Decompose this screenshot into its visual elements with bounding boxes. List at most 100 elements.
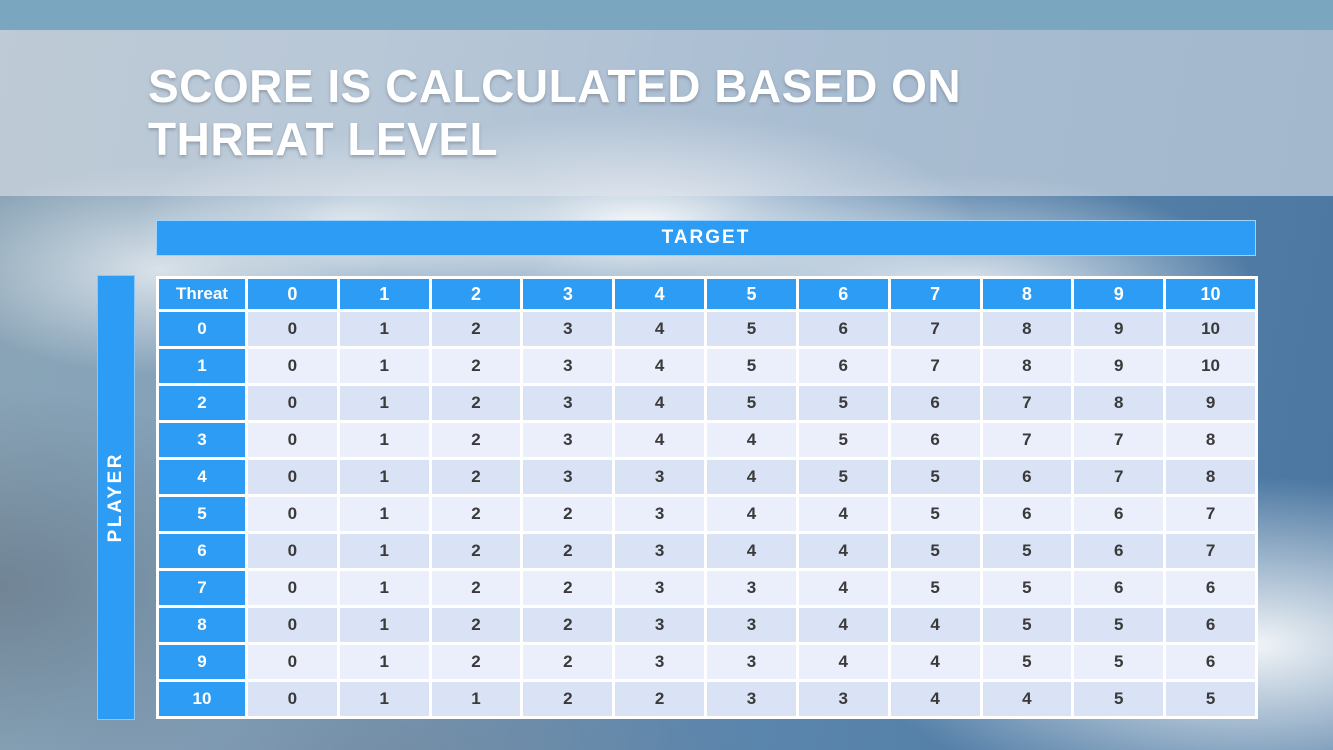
player-threat-cell: 1 xyxy=(159,349,245,383)
score-cell: 1 xyxy=(339,497,429,531)
score-cell: 9 xyxy=(1166,386,1255,420)
score-cell: 4 xyxy=(982,682,1072,716)
score-cell: 8 xyxy=(982,349,1072,383)
score-cell: 0 xyxy=(248,608,337,642)
score-cell: 2 xyxy=(431,349,521,383)
score-cell: 9 xyxy=(1074,349,1164,383)
score-cell: 2 xyxy=(431,534,521,568)
score-cell: 5 xyxy=(707,312,796,346)
score-cell: 4 xyxy=(798,497,888,531)
player-threat-cell: 4 xyxy=(159,460,245,494)
score-cell: 6 xyxy=(890,386,980,420)
score-cell: 5 xyxy=(982,645,1072,679)
score-cell: 3 xyxy=(707,682,796,716)
score-cell: 0 xyxy=(248,497,337,531)
target-column-header: 10 xyxy=(1166,279,1255,309)
score-cell: 5 xyxy=(798,460,888,494)
score-cell: 1 xyxy=(339,349,429,383)
score-cell: 4 xyxy=(615,386,705,420)
score-cell: 0 xyxy=(248,386,337,420)
score-cell: 4 xyxy=(615,349,705,383)
score-table: Threat 0 1 2 3 4 5 6 7 8 9 10 0 0 1 2 3 4 5 6 7 8 9 10 1 0 1 2 3 4 5… xyxy=(156,276,1258,719)
score-cell: 5 xyxy=(1074,608,1164,642)
score-cell: 3 xyxy=(523,312,613,346)
table-row: 10 0 1 1 2 2 3 3 4 4 5 5 xyxy=(159,682,1255,716)
score-cell: 4 xyxy=(798,571,888,605)
score-cell: 4 xyxy=(707,534,796,568)
score-cell: 4 xyxy=(798,608,888,642)
player-axis-label: PLAYER xyxy=(105,452,126,543)
score-cell: 0 xyxy=(248,349,337,383)
score-cell: 5 xyxy=(798,386,888,420)
score-cell: 1 xyxy=(431,682,521,716)
score-cell: 1 xyxy=(339,312,429,346)
score-cell: 6 xyxy=(1166,645,1255,679)
player-axis-bar: PLAYER xyxy=(97,275,135,720)
score-cell: 5 xyxy=(1074,682,1164,716)
slide-title: SCORE IS CALCULATED BASED ON THREAT LEVE… xyxy=(148,60,961,166)
score-cell: 2 xyxy=(523,608,613,642)
score-cell: 6 xyxy=(982,497,1072,531)
score-table-head: Threat 0 1 2 3 4 5 6 7 8 9 10 xyxy=(159,279,1255,309)
target-column-header: 6 xyxy=(798,279,888,309)
score-cell: 5 xyxy=(890,534,980,568)
target-column-header: 9 xyxy=(1074,279,1164,309)
score-cell: 2 xyxy=(431,386,521,420)
score-cell: 7 xyxy=(1074,460,1164,494)
score-cell: 7 xyxy=(1166,534,1255,568)
score-cell: 6 xyxy=(982,460,1072,494)
score-cell: 2 xyxy=(431,571,521,605)
score-cell: 6 xyxy=(798,312,888,346)
slide-title-line1: SCORE IS CALCULATED BASED ON xyxy=(148,60,962,112)
score-cell: 10 xyxy=(1166,312,1255,346)
score-cell: 7 xyxy=(1166,497,1255,531)
score-cell: 5 xyxy=(890,497,980,531)
score-cell: 2 xyxy=(523,645,613,679)
player-threat-cell: 5 xyxy=(159,497,245,531)
score-cell: 5 xyxy=(982,571,1072,605)
score-cell: 1 xyxy=(339,460,429,494)
score-cell: 7 xyxy=(982,386,1072,420)
score-cell: 4 xyxy=(798,645,888,679)
title-band: SCORE IS CALCULATED BASED ON THREAT LEVE… xyxy=(0,30,1333,196)
score-cell: 4 xyxy=(707,497,796,531)
score-cell: 2 xyxy=(431,312,521,346)
score-cell: 0 xyxy=(248,312,337,346)
score-cell: 5 xyxy=(798,423,888,457)
score-cell: 6 xyxy=(1166,571,1255,605)
score-cell: 3 xyxy=(615,645,705,679)
score-cell: 5 xyxy=(707,386,796,420)
score-cell: 6 xyxy=(1166,608,1255,642)
target-column-header: 5 xyxy=(707,279,796,309)
score-cell: 3 xyxy=(707,608,796,642)
score-cell: 2 xyxy=(523,682,613,716)
player-threat-cell: 0 xyxy=(159,312,245,346)
score-cell: 6 xyxy=(1074,571,1164,605)
score-cell: 1 xyxy=(339,682,429,716)
target-column-header: 7 xyxy=(890,279,980,309)
score-cell: 1 xyxy=(339,571,429,605)
score-cell: 0 xyxy=(248,645,337,679)
score-cell: 2 xyxy=(523,534,613,568)
target-column-header: 8 xyxy=(982,279,1072,309)
player-threat-cell: 9 xyxy=(159,645,245,679)
score-cell: 3 xyxy=(615,571,705,605)
score-cell: 8 xyxy=(982,312,1072,346)
score-table-body: 0 0 1 2 3 4 5 6 7 8 9 10 1 0 1 2 3 4 5 6 7 8 9 10 2 0 1 2 3 4 5 5 6 7 8 9 3 0… xyxy=(159,312,1255,716)
player-threat-cell: 10 xyxy=(159,682,245,716)
score-cell: 7 xyxy=(890,312,980,346)
score-cell: 5 xyxy=(982,608,1072,642)
target-column-header: 4 xyxy=(615,279,705,309)
score-cell: 3 xyxy=(523,423,613,457)
score-cell: 8 xyxy=(1166,460,1255,494)
player-threat-cell: 7 xyxy=(159,571,245,605)
table-header-row: Threat 0 1 2 3 4 5 6 7 8 9 10 xyxy=(159,279,1255,309)
score-cell: 3 xyxy=(615,608,705,642)
score-cell: 7 xyxy=(982,423,1072,457)
score-cell: 3 xyxy=(615,497,705,531)
score-cell: 2 xyxy=(431,497,521,531)
score-cell: 4 xyxy=(890,608,980,642)
